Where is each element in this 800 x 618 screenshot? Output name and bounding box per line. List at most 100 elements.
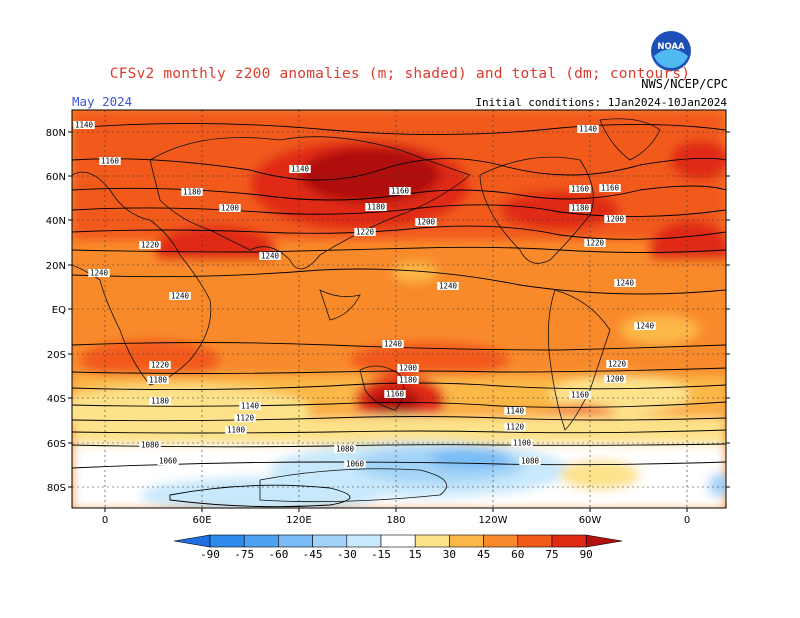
contour-label: 1200 [417, 218, 436, 227]
lat-label: 80N [46, 128, 66, 139]
contour-label: 1240 [616, 279, 635, 288]
lon-label: 0 [102, 515, 108, 526]
contour-label: 1240 [261, 252, 280, 261]
contour-label-bg [504, 423, 526, 431]
noaa-logo-text: NOAA [657, 42, 685, 52]
colorbar-box [278, 534, 313, 548]
contour-label: 1240 [171, 292, 190, 301]
contour-label-bg [634, 322, 656, 330]
contour-label: 1220 [151, 361, 170, 370]
contour-label-bg [384, 390, 406, 398]
colorbar-box [449, 534, 484, 548]
contour-label-bg [569, 391, 591, 399]
contour-label: 1200 [606, 375, 625, 384]
contour-label-bg [157, 457, 179, 465]
contour-label-bg [614, 279, 636, 287]
colorbar-label: 90 [579, 548, 593, 561]
contour-label-bg [259, 252, 281, 260]
contour-label-bg [604, 215, 626, 223]
contour-label-bg [519, 457, 541, 465]
contour-label: 1080 [141, 441, 160, 450]
contour-label: 1180 [149, 376, 168, 385]
contour-label: 1140 [506, 407, 525, 416]
lat-label: EQ [52, 305, 66, 316]
contour-label: 1240 [384, 340, 403, 349]
contour-label: 1200 [221, 204, 240, 213]
contour-label-bg [147, 376, 169, 384]
contour-label: 1160 [391, 187, 410, 196]
colorbar [173, 534, 623, 548]
lat-label: 20S [47, 350, 66, 361]
contour-label: 1220 [608, 360, 627, 369]
contour-label: 1120 [236, 414, 255, 423]
lat-label: 80S [47, 483, 66, 494]
contour-label-bg [169, 292, 191, 300]
initial-conditions: Initial conditions: 1Jan2024-10Jan2024 [475, 96, 727, 109]
contour-label: 1140 [241, 402, 260, 411]
lat-label: 40N [46, 216, 66, 227]
contour-label-bg [149, 397, 171, 405]
contour-labels: 1140 1140 1140 1160 1160 1160 1160 1180 1180 1180… [73, 121, 656, 469]
colorbar-label: -15 [371, 548, 391, 561]
colorbar-label: 45 [476, 548, 491, 561]
contour-label-bg [577, 125, 599, 133]
colorbar-box [483, 534, 519, 548]
contour-label: 1080 [521, 457, 540, 466]
lon-label: 180 [386, 515, 405, 526]
contour-label: 1240 [90, 269, 109, 278]
contour-label-bg [604, 375, 626, 383]
contour-label: 1100 [513, 439, 532, 448]
contour-label: 1220 [586, 239, 605, 248]
contour-label-bg [99, 157, 121, 165]
contour-label-bg [354, 228, 376, 236]
contour-label-bg [382, 340, 404, 348]
contour-label-bg [88, 269, 110, 277]
contour-label-bg [344, 460, 366, 468]
contour-label-bg [437, 282, 459, 290]
colorbar-label: 30 [442, 548, 457, 561]
contour-label: 1220 [141, 241, 160, 250]
contour-label: 1140 [291, 165, 310, 174]
contour-label-bg [139, 441, 161, 449]
contour-label: 1080 [336, 445, 355, 454]
colorbar-box [517, 534, 553, 548]
lon-label: 120E [286, 515, 311, 526]
colorbar-box [243, 534, 279, 548]
contour-label: 1180 [367, 203, 386, 212]
contour-label: 1200 [606, 215, 625, 224]
contour-label: 1180 [183, 188, 202, 197]
contour-label-bg [606, 360, 628, 368]
longitude-axis: 0 60E 120E 180 120W 60W 0 [102, 508, 690, 526]
contour-label-bg [511, 439, 533, 447]
contour-label-bg [397, 376, 419, 384]
colorbar-box [346, 534, 382, 548]
contour-label-bg [365, 203, 387, 211]
colorbar-label: 60 [511, 548, 525, 561]
contour-label: 1160 [571, 391, 590, 400]
lat-label: 60N [46, 172, 66, 183]
contour-label-bg [599, 184, 621, 192]
height-contours [72, 123, 726, 508]
contour-label: 1180 [571, 204, 590, 213]
lon-label: 60W [579, 515, 602, 526]
contour-label: 1120 [506, 423, 525, 432]
contour-label: 1160 [601, 184, 620, 193]
colorbar-end-high [585, 534, 623, 548]
contour-label-bg [415, 218, 437, 226]
contour-label-bg [73, 121, 95, 129]
contour-label-bg [225, 426, 247, 434]
colorbar-label: 75 [545, 548, 559, 561]
contour-label: 1140 [579, 125, 598, 134]
lon-label: 0 [684, 515, 690, 526]
contour-label-bg [139, 241, 161, 249]
contour-label: 1240 [636, 322, 655, 331]
contour-label-bg [584, 239, 606, 247]
colorbar-label: 15 [408, 548, 422, 561]
contour-label-bg [289, 165, 311, 173]
contour-label-bg [389, 187, 411, 195]
contour-label: 1180 [399, 376, 418, 385]
contour-label: 1160 [101, 157, 120, 166]
contour-label: 1100 [227, 426, 246, 435]
contour-label-bg [397, 364, 419, 372]
colorbar-label: -60 [268, 548, 289, 561]
